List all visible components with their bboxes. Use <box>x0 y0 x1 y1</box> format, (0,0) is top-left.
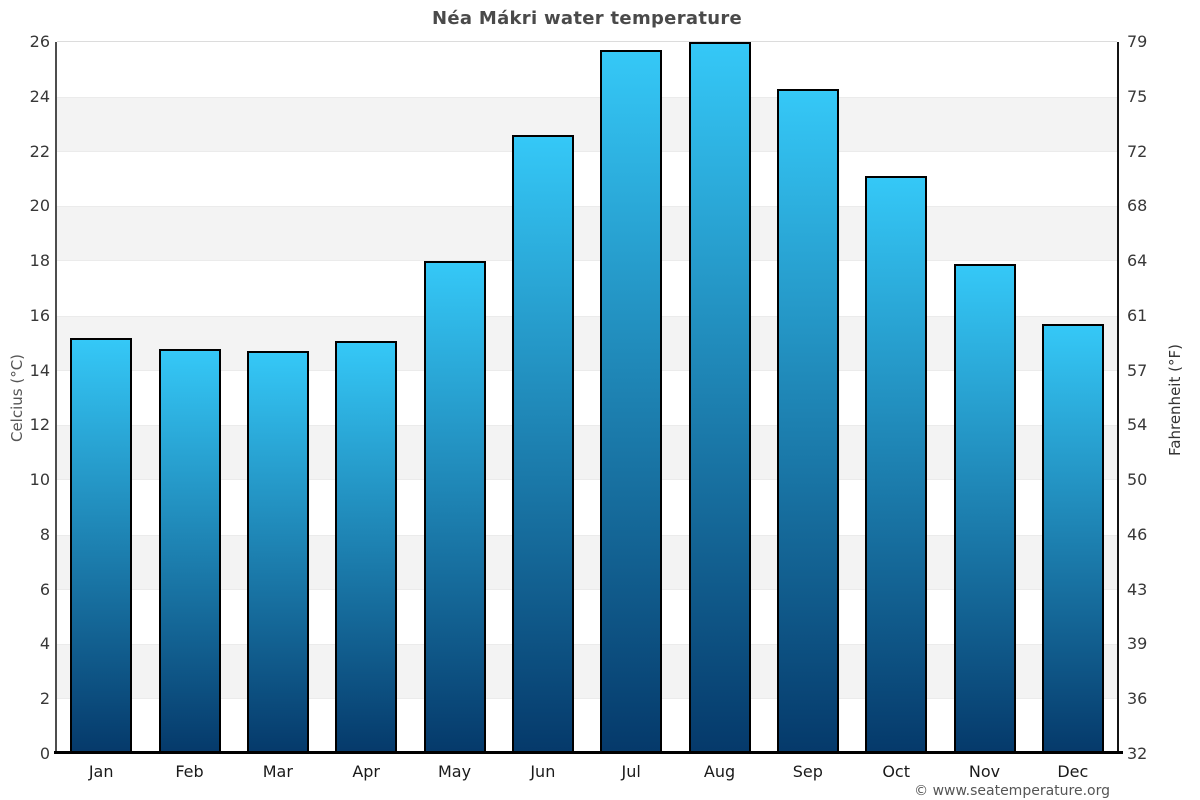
bar-mar <box>246 351 309 754</box>
grid-band <box>57 151 1117 207</box>
celsius-tick-26: 26 <box>29 32 50 51</box>
grid-band <box>57 425 1117 481</box>
x-axis-line <box>54 751 1123 754</box>
grid-band <box>57 42 1117 97</box>
fahrenheit-tick-43: 43 <box>1127 579 1148 599</box>
bar-feb <box>158 348 221 754</box>
grid-band <box>57 534 1117 590</box>
celsius-tick-16: 16 <box>29 305 50 325</box>
fahrenheit-tick-32: 32 <box>1127 744 1148 763</box>
grid-band <box>57 699 1117 754</box>
celsius-tick-4: 4 <box>39 634 50 654</box>
x-tick-jun: Jun <box>530 762 556 781</box>
x-tick-jul: Jul <box>621 762 641 781</box>
grid-band <box>57 261 1117 316</box>
bar-sep <box>776 88 839 754</box>
grid-band <box>57 480 1117 535</box>
x-tick-dec: Dec <box>1057 762 1089 781</box>
fahrenheit-tick-50: 50 <box>1127 470 1148 490</box>
bar-jan <box>70 337 133 754</box>
x-tick-feb: Feb <box>175 762 204 781</box>
top-gridline <box>57 41 1117 42</box>
celsius-tick-10: 10 <box>29 470 50 490</box>
bar-apr <box>335 340 398 754</box>
fahrenheit-tick-54: 54 <box>1127 415 1148 435</box>
grid-band <box>57 370 1117 426</box>
celsius-tick-12: 12 <box>29 415 50 435</box>
grid-band <box>57 644 1117 700</box>
copyright-link[interactable]: © www.seatemperature.org <box>914 783 1110 799</box>
x-tick-sep: Sep <box>792 762 823 781</box>
chart-title: Néa Mákri water temperature <box>431 8 743 29</box>
fahrenheit-tick-57: 57 <box>1127 360 1148 380</box>
y-axis-left-line <box>55 42 57 754</box>
grid-band <box>57 206 1117 262</box>
fahrenheit-tick-39: 39 <box>1127 634 1148 654</box>
fahrenheit-tick-75: 75 <box>1127 86 1148 106</box>
x-tick-nov: Nov <box>968 762 1001 781</box>
y-axis-right-line <box>1117 42 1119 754</box>
bar-jul <box>600 50 663 754</box>
bar-aug <box>688 42 751 754</box>
x-tick-may: May <box>437 762 472 781</box>
bar-may <box>423 261 486 754</box>
celsius-tick-0: 0 <box>39 744 50 763</box>
celsius-tick-8: 8 <box>39 524 50 544</box>
fahrenheit-tick-72: 72 <box>1127 141 1148 161</box>
celsius-tick-14: 14 <box>29 360 50 380</box>
celsius-tick-2: 2 <box>39 689 50 709</box>
bar-nov <box>953 263 1016 754</box>
fahrenheit-tick-79: 79 <box>1127 32 1148 51</box>
fahrenheit-tick-46: 46 <box>1127 524 1148 544</box>
fahrenheit-tick-68: 68 <box>1127 196 1148 216</box>
x-tick-aug: Aug <box>703 762 736 781</box>
grid-band <box>57 96 1117 152</box>
x-tick-jan: Jan <box>88 762 114 781</box>
celsius-tick-24: 24 <box>29 86 50 106</box>
celsius-tick-20: 20 <box>29 196 50 216</box>
x-tick-apr: Apr <box>352 762 380 781</box>
fahrenheit-tick-36: 36 <box>1127 689 1148 709</box>
plot-area <box>57 42 1117 754</box>
bar-jun <box>511 135 574 754</box>
bar-oct <box>865 176 928 754</box>
bar-dec <box>1041 324 1104 754</box>
fahrenheit-tick-61: 61 <box>1127 305 1148 325</box>
celsius-tick-18: 18 <box>29 251 50 271</box>
fahrenheit-tick-64: 64 <box>1127 251 1148 271</box>
grid-band <box>57 315 1117 371</box>
x-tick-mar: Mar <box>262 762 293 781</box>
celsius-tick-6: 6 <box>39 579 50 599</box>
grid-band <box>57 589 1117 645</box>
x-tick-oct: Oct <box>882 762 910 781</box>
celsius-tick-22: 22 <box>29 141 50 161</box>
